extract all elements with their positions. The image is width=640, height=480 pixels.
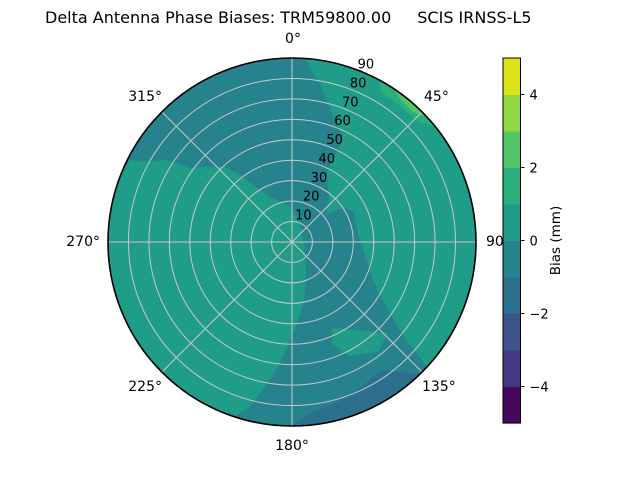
colorbar-segment-4-to-5	[503, 58, 521, 96]
zenith-label-50: 50	[326, 133, 343, 148]
grid-spoke-315	[161, 111, 293, 243]
azimuth-label-4: 180°	[275, 438, 309, 454]
colorbar-segment-3-to-4	[503, 94, 521, 132]
azimuth-label-6: 270°	[66, 234, 100, 250]
azimuth-label-3: 135°	[422, 379, 456, 395]
colorbar-segment--1-to-0	[503, 240, 521, 278]
colorbar-tick-label--4: −4	[530, 381, 549, 396]
azimuth-label-7: 315°	[128, 89, 162, 105]
grid-spoke-225	[161, 241, 293, 373]
title-antenna-part: Delta Antenna Phase Biases: TRM59800.00	[45, 8, 392, 27]
zenith-label-60: 60	[334, 114, 351, 129]
polar-outline	[107, 57, 477, 427]
zenith-label-90: 90	[358, 58, 375, 73]
colorbar-segment-1-to-2	[503, 167, 521, 205]
azimuth-label-1: 45°	[424, 89, 449, 105]
colorbar-segment--5-to--4	[503, 386, 521, 424]
zenith-label-70: 70	[342, 95, 359, 110]
colorbar-segment-0-to-1	[503, 204, 521, 242]
colorbar-tick-label--2: −2	[530, 308, 549, 323]
polar-grid	[107, 57, 477, 427]
azimuth-label-5: 225°	[128, 379, 162, 395]
title-signal-part: SCIS IRNSS-L5	[417, 8, 532, 27]
grid-spoke-135	[291, 241, 423, 373]
colorbar-tick-label-0: 0	[530, 235, 538, 250]
zenith-label-20: 20	[303, 190, 320, 205]
chart-title: Delta Antenna Phase Biases: TRM59800.00 S…	[45, 8, 532, 27]
zenith-label-30: 30	[311, 171, 328, 186]
zenith-label-40: 40	[319, 152, 336, 167]
zenith-label-10: 10	[295, 209, 312, 224]
colorbar-tick-label-4: 4	[530, 89, 538, 104]
azimuth-label-0: 0°	[285, 31, 301, 47]
colorbar-axis-label: Bias (mm)	[548, 206, 564, 275]
contour-fill-layer	[108, 58, 476, 426]
contour-region-island-0-to-1	[332, 328, 388, 356]
colorbar-segment-2-to-3	[503, 131, 521, 169]
colorbar-segment--3-to--2	[503, 313, 521, 351]
azimuth-label-2: 90	[486, 234, 504, 250]
colorbar-tick-label-2: 2	[530, 162, 538, 177]
colorbar-segment--2-to--1	[503, 277, 521, 315]
grid-spoke-45	[291, 111, 423, 243]
zenith-label-80: 80	[350, 76, 367, 91]
colorbar-segment--4-to--3	[503, 350, 521, 388]
colorbar: 4 2 0 −2 −4 Bias (mm)	[502, 57, 564, 424]
